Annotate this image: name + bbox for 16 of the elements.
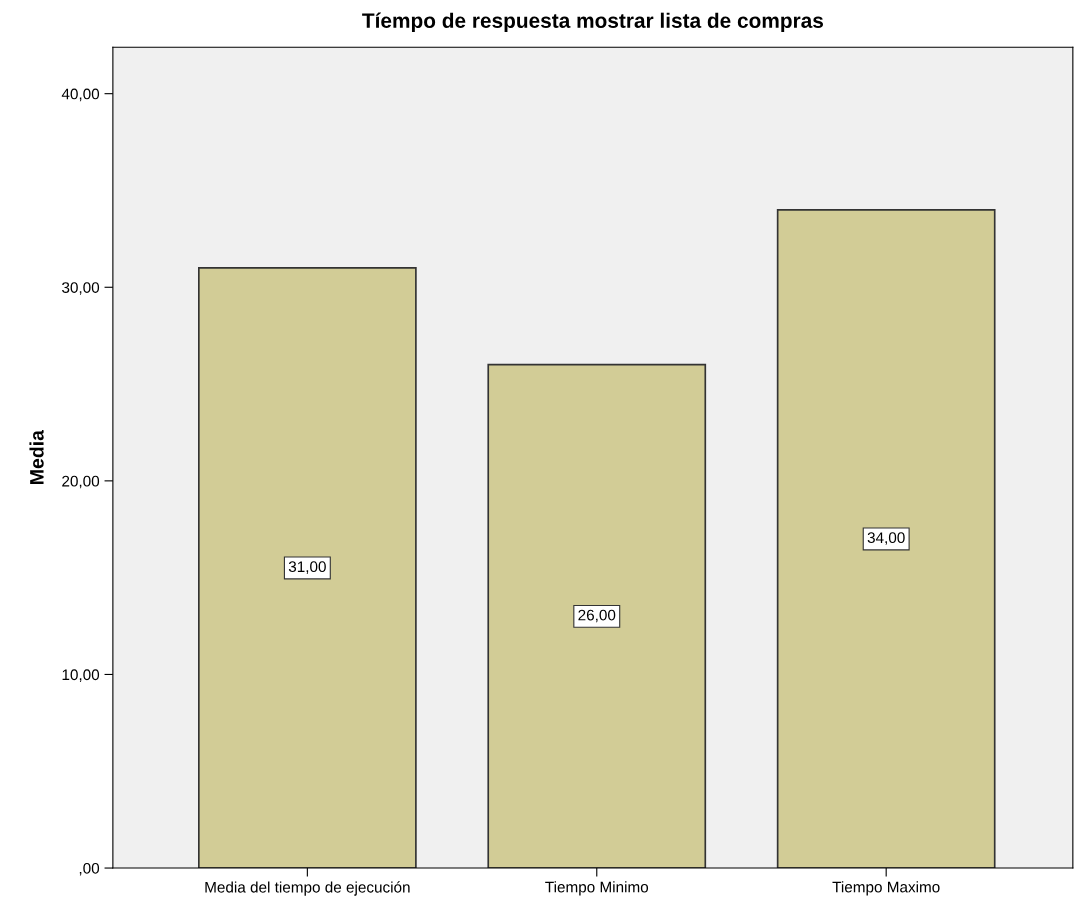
bar [776, 208, 996, 869]
x-tick-label: Tiempo Minimo [545, 881, 649, 896]
data-label: 26,00 [578, 609, 616, 623]
bar [487, 363, 707, 869]
bar [197, 267, 417, 869]
y-tick-label: ,00 [79, 862, 100, 876]
y-tick-label: 10,00 [62, 669, 100, 682]
data-label: 31,00 [288, 561, 326, 574]
data-label: 34,00 [867, 532, 905, 545]
y-tick-label: 20,00 [62, 475, 100, 489]
y-tick-label: 30,00 [62, 282, 100, 295]
y-tick-label: 40,00 [61, 88, 100, 102]
chart-title: Tíempo de respuesta mostrar lista de compras [362, 12, 823, 33]
y-axis-title: Media [29, 429, 44, 484]
x-tick-label: Tiempo Maximo [832, 881, 940, 896]
x-tick-label: Media del tiempo de ejecución [205, 881, 410, 896]
